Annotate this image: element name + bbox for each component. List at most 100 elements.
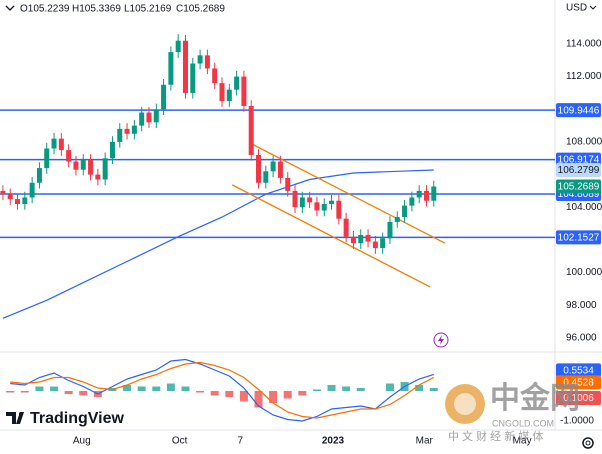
site-watermark: 中金网 CNGOLD.COM 中 文 财 经 新 媒 体	[445, 381, 580, 443]
candle-body	[358, 235, 364, 244]
candle-body	[190, 63, 196, 93]
x-tick-label: May	[513, 436, 532, 447]
y-tick-label: 100.000	[566, 267, 602, 278]
candle-body	[102, 158, 108, 180]
macd-histogram-bar	[283, 391, 292, 399]
ohlc-value: O105.2239	[20, 4, 70, 15]
candle-body	[226, 89, 232, 102]
candle-body	[0, 190, 6, 195]
signal-label-bg	[556, 375, 601, 390]
macd-histogram-bar	[152, 386, 161, 391]
event-icon-bolt	[438, 335, 444, 345]
candle-body	[248, 105, 254, 155]
macd-histogram-bar	[166, 383, 175, 391]
candle-body	[15, 199, 21, 204]
candle-body	[402, 205, 408, 218]
macd-histogram-bar	[20, 391, 29, 393]
macd-histogram-bar	[79, 391, 88, 396]
candle-body	[161, 84, 167, 110]
site-name: 中金网	[490, 381, 580, 415]
x-tick-label: 7	[237, 436, 243, 447]
collapse-icon[interactable]	[5, 5, 15, 11]
ma-label-bg	[556, 163, 601, 178]
candle-body	[329, 200, 335, 204]
candle-body	[212, 68, 218, 84]
candle-body	[153, 109, 159, 123]
ohlc-legend: O105.2239 H105.3369 L105.2169 C105.2689	[20, 4, 225, 15]
y-tick-label: 98.000	[566, 300, 597, 311]
candle-body	[204, 55, 210, 69]
histogram-label-bg	[556, 390, 601, 405]
candle-body	[131, 125, 137, 134]
ohlc-value: L105.2169	[124, 4, 172, 15]
candle-body	[321, 203, 327, 211]
macd-histogram-bar	[415, 385, 424, 391]
macd-histogram-bar	[312, 389, 321, 391]
signal-label: 0.4528	[563, 378, 594, 389]
tv-icon-dot	[19, 412, 23, 416]
price-label-bg	[556, 179, 601, 194]
candle-body	[380, 238, 386, 249]
candle-body	[80, 159, 86, 170]
settings-icon[interactable]	[582, 437, 594, 449]
candle-body	[256, 154, 262, 183]
x-tick-label: Mar	[416, 436, 434, 447]
candle-body	[66, 150, 72, 162]
macd-histogram-bar	[342, 386, 351, 391]
macd-histogram-bar	[35, 386, 44, 391]
candle-body	[270, 161, 276, 172]
gear	[582, 437, 594, 449]
candle-body	[168, 52, 174, 85]
candle-body	[307, 197, 313, 203]
macd-histogram-bar	[254, 391, 263, 408]
site-logo-inner	[454, 393, 476, 415]
tv-wordmark: TradingView	[30, 410, 125, 427]
candle-body	[394, 217, 400, 222]
event-icon[interactable]	[433, 332, 449, 348]
plot: 114.000 112.000 108.000 104.000 100.000 98.00…	[0, 34, 602, 447]
candle-body	[292, 190, 298, 208]
candle-body	[234, 76, 240, 90]
candle-body	[409, 197, 415, 206]
gear-hole	[585, 440, 591, 446]
candle-body	[423, 190, 429, 201]
x-tick-label: Oct	[172, 436, 188, 447]
candle-body	[146, 112, 152, 123]
level-label-bg	[556, 103, 601, 118]
candle-body	[365, 235, 371, 242]
candle-body	[44, 148, 50, 169]
macd-histogram-bar	[239, 391, 248, 402]
macd-histogram-bar	[327, 385, 336, 391]
ohlc-value: C105.2689	[176, 4, 225, 15]
macd-histogram-bar	[210, 391, 219, 396]
macd-histogram-bar	[269, 391, 278, 403]
ma-label: 106.2799	[558, 165, 600, 176]
currency-dropdown[interactable]	[589, 5, 597, 10]
candle-body	[431, 186, 437, 201]
tradingview-logo: TradingView	[6, 410, 125, 427]
candle-body	[277, 161, 283, 178]
macd-histogram-bar	[123, 385, 132, 391]
candle-body	[372, 241, 378, 249]
candle-body	[387, 221, 393, 239]
candle-body	[350, 236, 356, 244]
candle-body	[36, 168, 42, 183]
macd-histogram-bar	[137, 386, 146, 391]
y-tick-label: 104.000	[566, 202, 602, 213]
candle-body	[29, 182, 35, 198]
candle-body	[299, 197, 305, 208]
candle-body	[109, 141, 115, 159]
histogram-label: 0.1006	[563, 393, 594, 404]
level-label: 102.1527	[558, 233, 600, 244]
y-tick-label: 112.000	[566, 71, 602, 82]
macd-label: 0.5534	[563, 366, 594, 377]
candle-body	[182, 40, 188, 93]
candle-body	[51, 138, 57, 149]
candle-body	[124, 128, 130, 134]
macd-histogram-bar	[181, 386, 190, 391]
currency-label: USD	[566, 3, 587, 14]
candle-body	[314, 202, 320, 211]
candle-body	[336, 200, 342, 219]
candle-body	[175, 40, 181, 53]
